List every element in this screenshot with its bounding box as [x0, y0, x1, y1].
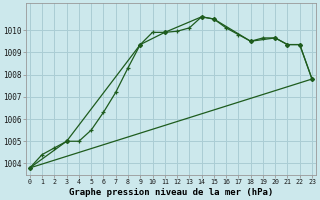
- X-axis label: Graphe pression niveau de la mer (hPa): Graphe pression niveau de la mer (hPa): [69, 188, 273, 197]
